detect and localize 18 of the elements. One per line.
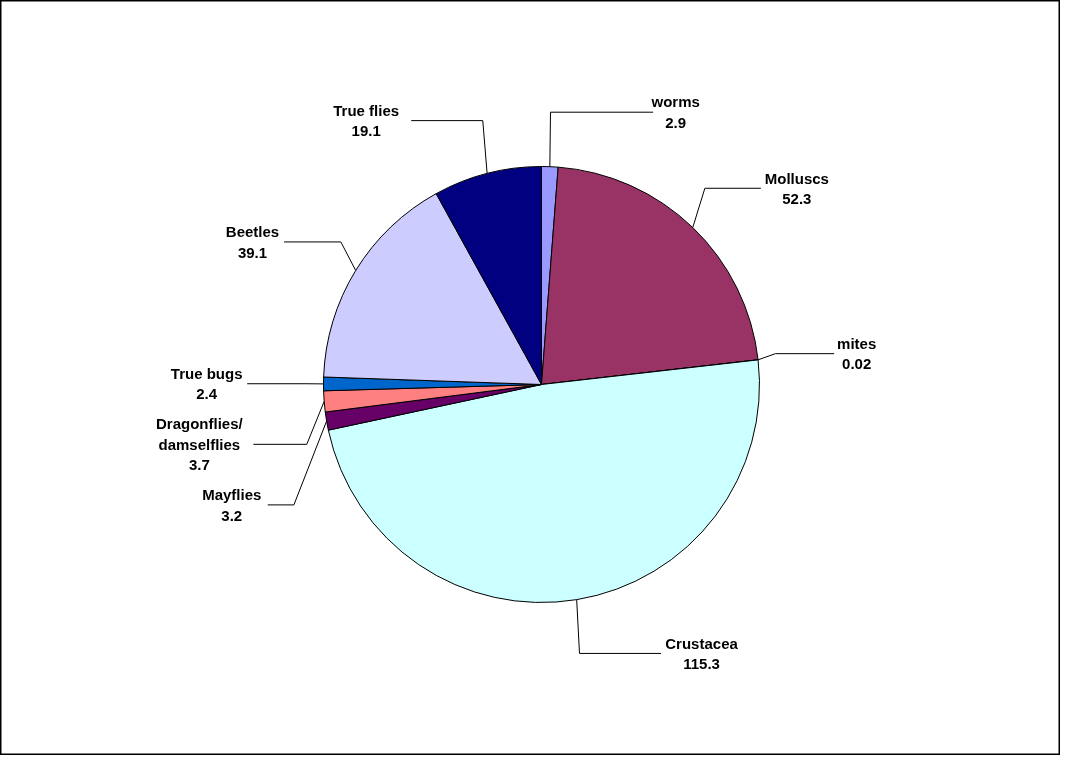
data-label: 115.3 <box>683 655 720 673</box>
data-label: 2.9 <box>665 113 687 131</box>
slice-label: Dragonflies/damselflies <box>156 415 244 453</box>
slice-label: worms <box>650 93 700 111</box>
slice-label: True bugs <box>170 365 243 383</box>
data-label: 3.2 <box>221 506 243 524</box>
slice-label: mites <box>837 334 877 352</box>
data-label: 3.7 <box>188 456 210 474</box>
slice-label: Crustacea <box>665 634 739 652</box>
data-label: 52.3 <box>782 189 812 207</box>
data-label: 19.1 <box>351 122 381 140</box>
data-label: 0.02 <box>842 355 872 373</box>
data-label: 2.4 <box>196 385 218 403</box>
data-label: 39.1 <box>237 243 268 261</box>
slice-label: Mayflies <box>202 486 262 504</box>
slice-label: Molluscs <box>764 169 829 187</box>
slice-label: True flies <box>333 101 400 119</box>
slice-label: Beetles <box>225 223 280 241</box>
